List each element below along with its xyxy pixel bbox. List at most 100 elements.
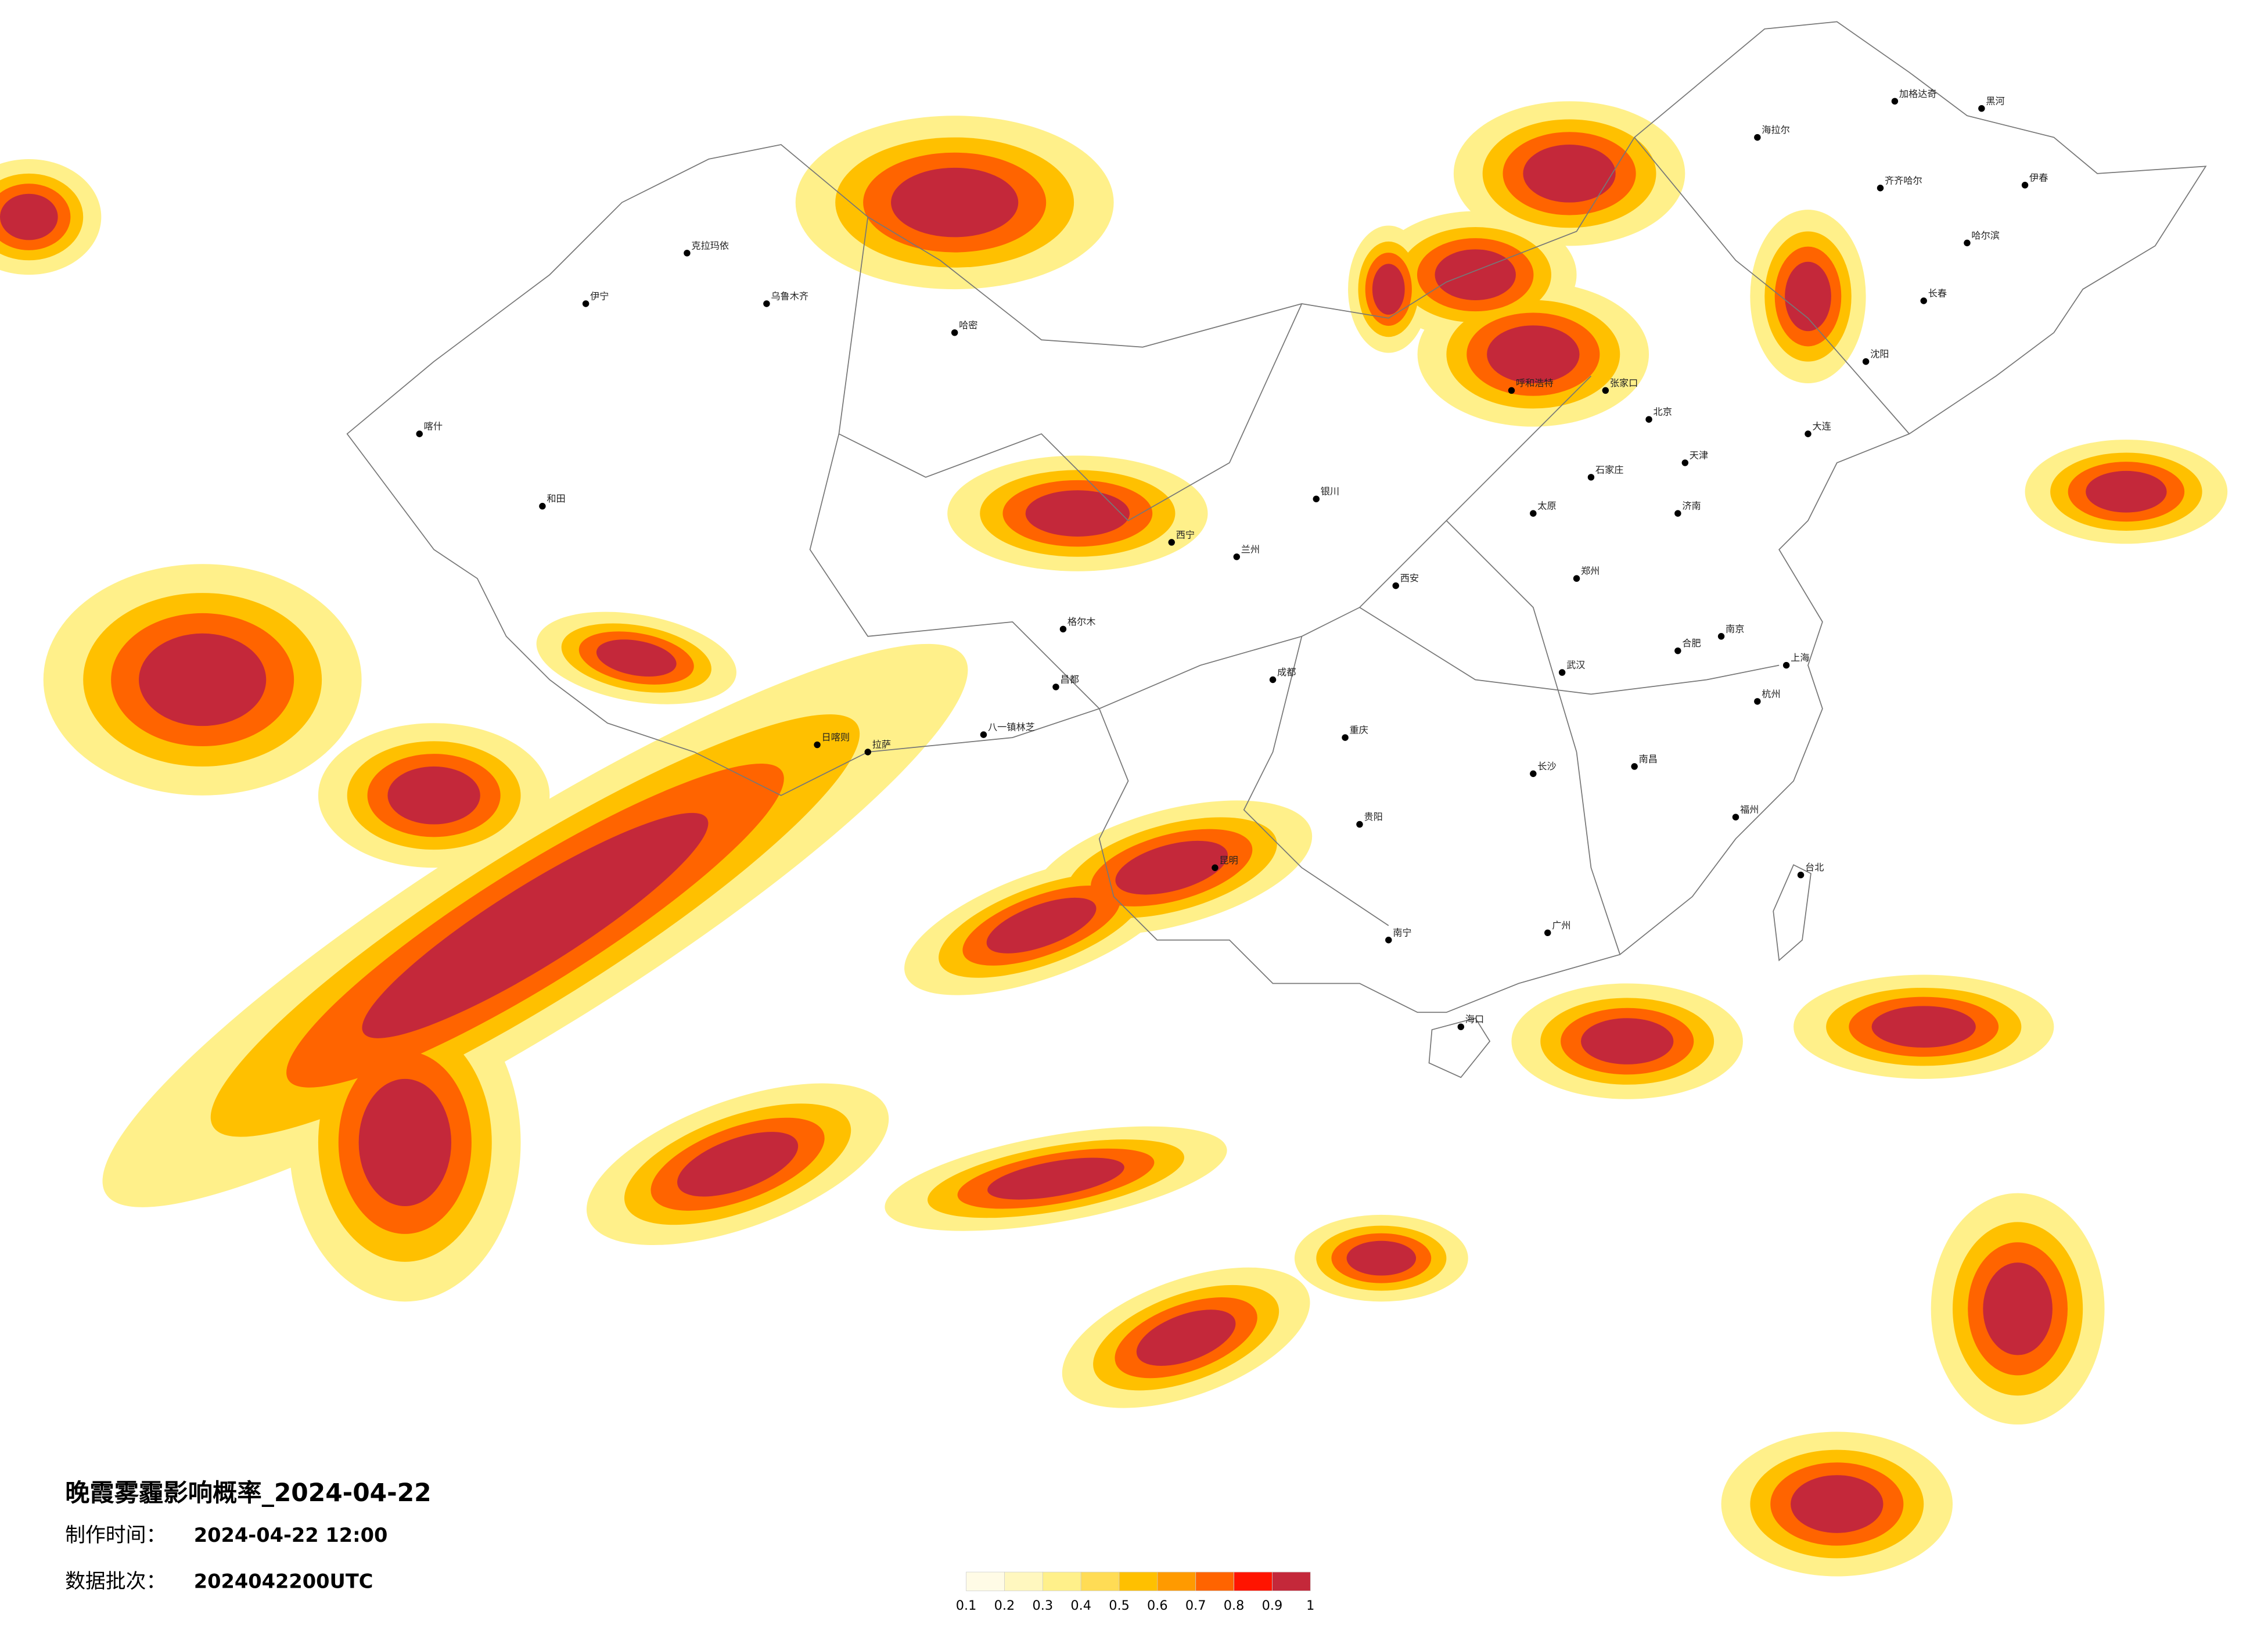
city-label: 伊春 [2029, 172, 2048, 183]
legend-swatch [1119, 1571, 1158, 1591]
legend-tick-label: 0.2 [994, 1598, 1015, 1613]
haze-field [0, 101, 2228, 1577]
haze-area [0, 193, 58, 240]
city-dot [1212, 864, 1219, 871]
city-dot [684, 250, 691, 257]
city-label: 哈尔滨 [1971, 230, 2000, 241]
city-label: 北京 [1654, 406, 1672, 418]
haze-area [2086, 470, 2167, 513]
city-dot [1457, 1023, 1465, 1030]
info-value: 2024-04-22 12:00 [194, 1524, 388, 1546]
city-label: 银川 [1321, 486, 1339, 497]
city-dot [1342, 734, 1349, 741]
city-label: 伊宁 [590, 291, 609, 302]
city-dot [1754, 134, 1761, 141]
haze-area [139, 633, 267, 726]
city-dot [1392, 582, 1399, 589]
city-label: 拉萨 [872, 739, 891, 750]
city-dot [1645, 416, 1652, 423]
city-dot [1544, 929, 1551, 937]
legend-tick-label: 0.7 [1185, 1598, 1206, 1613]
city-dot [814, 741, 821, 749]
city-dot [1385, 937, 1392, 944]
city-label: 沈阳 [1870, 348, 1889, 359]
legend-swatch [1195, 1571, 1234, 1591]
legend-swatch [1272, 1571, 1311, 1591]
haze-area [1372, 264, 1405, 315]
city-label: 呼和浩特 [1516, 377, 1554, 388]
city-dot [1631, 763, 1638, 770]
haze-area [1523, 145, 1616, 203]
city-label: 喀什 [424, 421, 443, 432]
city-label: 上海 [1791, 652, 1809, 663]
city-label: 天津 [1690, 449, 1708, 461]
city-dot [1797, 871, 1805, 879]
legend-tick-label: 0.8 [1224, 1598, 1245, 1613]
map-title: 晚霞雾霾影响概率_2024-04-22 [65, 1478, 432, 1507]
city-label: 克拉玛依 [691, 240, 729, 251]
city-dot [1269, 676, 1277, 684]
city-dot [1717, 633, 1725, 640]
city-dot [1052, 684, 1059, 690]
city-label: 哈密 [959, 319, 977, 330]
haze-area [596, 639, 677, 677]
haze-area [677, 1132, 799, 1197]
info-label: 制作时间： [65, 1524, 166, 1547]
legend-tick-label: 0.5 [1109, 1598, 1130, 1613]
city-dot [980, 731, 987, 738]
city-label: 海拉尔 [1762, 124, 1790, 135]
city-dot [1877, 185, 1884, 192]
haze-area [1115, 840, 1228, 895]
city-label: 日喀则 [822, 732, 850, 743]
haze-area [387, 766, 480, 825]
city-label: 重庆 [1350, 725, 1368, 736]
city-label: 八一镇林芝 [988, 722, 1035, 733]
city-label: 南昌 [1639, 753, 1658, 764]
city-dot [763, 300, 770, 307]
city-label: 西宁 [1176, 529, 1195, 540]
haze-area [1346, 1240, 1417, 1276]
haze-area [1785, 261, 1831, 332]
legend-tick-label: 1 [1306, 1598, 1314, 1613]
city-label: 格尔木 [1067, 616, 1096, 627]
city-label: 张家口 [1610, 377, 1638, 388]
legend-swatch [1042, 1571, 1081, 1591]
taiwan-border [1773, 864, 1811, 962]
city-dot [2021, 182, 2029, 189]
city-label: 和田 [547, 493, 565, 504]
legend-swatch [1234, 1571, 1273, 1591]
city-label: 兰州 [1241, 544, 1260, 555]
haze-area [358, 1078, 452, 1206]
city-dot [416, 430, 423, 437]
legend-tick-label: 0.6 [1147, 1598, 1168, 1613]
city-label: 广州 [1552, 920, 1570, 931]
city-dot [951, 329, 958, 336]
city-label: 南京 [1726, 623, 1744, 634]
city-dot [1602, 387, 1609, 394]
legend-swatch [966, 1571, 1005, 1591]
city-dot [1059, 625, 1067, 633]
haze-area [1025, 490, 1130, 537]
city-label: 黑河 [1986, 95, 2004, 106]
province-border [809, 137, 1910, 955]
legend: 0.1 0.2 0.3 0.4 0.5 0.6 0.7 0.8 0.9 1 [956, 1571, 1314, 1613]
city-dot [1805, 430, 1811, 437]
city-dot [1782, 661, 1790, 669]
city-dot [1732, 814, 1739, 821]
city-dot [1168, 539, 1175, 546]
city-dot [1978, 105, 1985, 112]
city-label: 武汉 [1566, 660, 1585, 671]
city-label: 齐齐哈尔 [1885, 175, 1922, 186]
city-label: 合肥 [1682, 638, 1701, 649]
city-label: 西安 [1400, 573, 1419, 584]
city-dot [1558, 669, 1566, 676]
haze-area [1136, 1310, 1236, 1366]
city-dot [539, 502, 546, 510]
city-dot [582, 300, 590, 307]
haze-area [1581, 1018, 1674, 1064]
legend-tick-label: 0.3 [1032, 1598, 1053, 1613]
city-dot [864, 749, 871, 756]
